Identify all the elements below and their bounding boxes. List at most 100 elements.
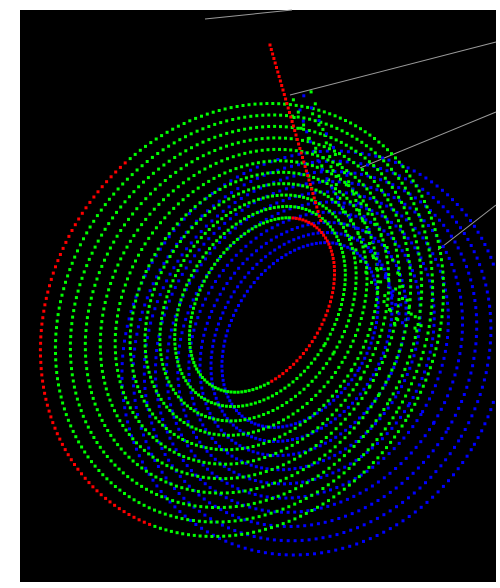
point xyxy=(284,496,288,500)
point xyxy=(387,334,390,338)
point xyxy=(311,152,314,156)
point xyxy=(365,171,368,175)
point xyxy=(421,384,425,388)
point xyxy=(167,211,171,215)
point xyxy=(259,197,262,201)
point xyxy=(350,189,354,193)
point xyxy=(176,259,180,263)
point xyxy=(156,465,160,468)
point xyxy=(200,413,204,417)
point xyxy=(265,183,269,187)
point xyxy=(114,326,118,330)
point xyxy=(377,227,381,231)
point xyxy=(205,275,209,279)
point xyxy=(334,187,337,191)
point xyxy=(197,248,201,252)
point xyxy=(199,230,203,233)
point xyxy=(324,141,328,145)
point xyxy=(111,216,115,220)
point xyxy=(455,203,459,206)
point xyxy=(203,167,207,171)
point xyxy=(272,180,276,184)
point xyxy=(342,410,346,413)
point xyxy=(161,362,165,366)
point xyxy=(343,278,347,282)
point xyxy=(401,400,404,404)
point xyxy=(303,162,307,165)
point xyxy=(192,361,196,364)
point xyxy=(295,359,299,363)
point xyxy=(290,114,294,118)
point xyxy=(196,489,200,493)
point xyxy=(341,210,345,214)
point xyxy=(465,385,469,389)
point xyxy=(180,331,184,335)
point xyxy=(212,476,216,480)
point xyxy=(265,220,269,224)
point xyxy=(294,103,298,107)
point xyxy=(178,138,182,142)
point xyxy=(444,288,447,292)
point xyxy=(137,287,141,291)
point xyxy=(382,322,385,326)
point xyxy=(180,253,184,257)
point xyxy=(287,171,291,174)
point xyxy=(354,276,358,280)
point xyxy=(314,537,318,541)
point xyxy=(343,398,347,402)
point xyxy=(376,286,380,290)
point xyxy=(359,202,363,206)
point xyxy=(246,193,250,197)
point xyxy=(195,143,199,147)
point xyxy=(366,448,370,452)
point xyxy=(154,363,158,367)
point xyxy=(154,416,158,420)
point xyxy=(210,192,214,196)
point xyxy=(145,401,149,405)
point xyxy=(213,457,217,461)
point xyxy=(180,272,184,276)
point xyxy=(66,418,70,422)
point xyxy=(401,519,405,523)
point xyxy=(79,409,83,413)
point xyxy=(247,201,251,205)
point xyxy=(135,207,139,211)
point xyxy=(341,298,345,301)
point xyxy=(343,436,347,440)
point xyxy=(338,242,342,246)
point xyxy=(244,461,248,465)
point xyxy=(356,526,359,530)
point xyxy=(326,195,330,199)
point xyxy=(291,185,295,189)
point xyxy=(396,260,400,264)
point xyxy=(482,276,486,280)
point xyxy=(116,368,120,372)
point xyxy=(406,236,410,240)
point xyxy=(254,149,258,153)
point xyxy=(144,440,148,444)
point xyxy=(197,519,201,523)
point xyxy=(144,394,148,398)
point xyxy=(450,263,454,266)
point xyxy=(440,363,444,367)
point xyxy=(416,323,420,326)
point xyxy=(217,174,221,178)
point xyxy=(231,433,235,437)
point xyxy=(262,221,265,225)
point xyxy=(198,285,201,289)
point xyxy=(207,476,211,480)
point xyxy=(367,153,371,157)
point xyxy=(144,270,148,273)
point xyxy=(353,292,357,296)
point xyxy=(240,504,244,508)
point xyxy=(337,517,341,520)
point xyxy=(266,195,270,199)
point xyxy=(143,358,147,361)
point xyxy=(398,272,401,276)
point xyxy=(58,389,62,393)
point xyxy=(99,208,103,212)
point xyxy=(269,48,273,51)
point xyxy=(257,423,261,427)
point xyxy=(292,238,296,242)
point xyxy=(261,452,265,456)
